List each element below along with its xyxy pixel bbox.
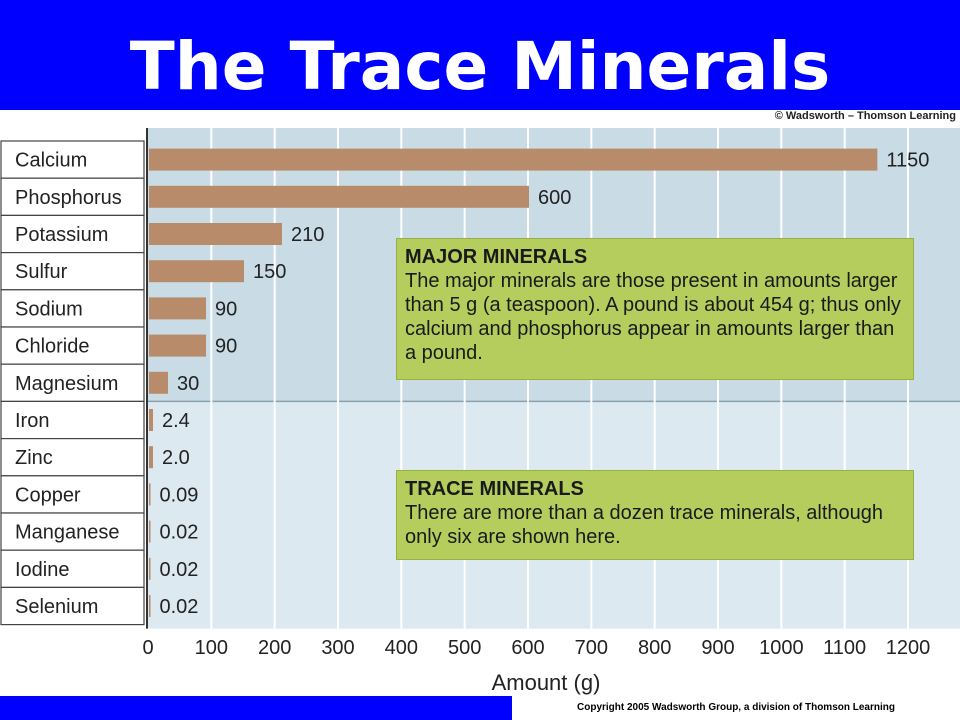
category-label: Magnesium (15, 373, 118, 395)
category-cell (0, 363, 145, 403)
major-minerals-text: The major minerals are those present in … (405, 270, 901, 364)
category-cell (0, 252, 145, 291)
bar (149, 520, 151, 543)
x-tick-label: 0 (142, 637, 153, 659)
bar (149, 446, 153, 469)
bar-value-label: 0.09 (160, 484, 199, 506)
bar (149, 185, 529, 208)
x-tick-label: 200 (258, 637, 291, 659)
title-bar (0, 0, 960, 110)
bar (149, 148, 878, 171)
bar (149, 334, 206, 357)
bar-value-label: 90 (215, 336, 237, 358)
trace-minerals-text: There are more than a dozen trace minera… (405, 502, 884, 548)
category-cell (0, 586, 145, 626)
image-credit: © Wadsworth – Thomson Learning (774, 110, 956, 122)
category-label: Selenium (15, 596, 98, 618)
bar (149, 297, 206, 320)
major-minerals-heading: MAJOR MINERALS (405, 246, 588, 268)
bar-value-label: 1150 (886, 150, 929, 172)
category-label: Copper (15, 484, 81, 506)
category-cell (0, 326, 145, 365)
page-title: The Trace Minerals (129, 28, 831, 105)
bar-value-label: 150 (253, 261, 286, 283)
category-label: Potassium (15, 224, 108, 246)
bar (149, 557, 151, 580)
category-label: Chloride (15, 336, 89, 358)
bar-value-label: 210 (291, 224, 324, 246)
category-cell (0, 549, 145, 589)
bar-value-label: 2.0 (162, 447, 190, 469)
category-label: Iodine (15, 559, 70, 581)
bar (149, 595, 151, 617)
category-label: Calcium (15, 150, 87, 172)
category-label: Sodium (15, 298, 83, 320)
x-tick-label: 900 (701, 637, 734, 659)
x-tick-label: 600 (511, 637, 544, 659)
trace-minerals-note: TRACE MINERALS There are more than a doz… (396, 470, 914, 560)
category-cell (0, 475, 145, 514)
bar (149, 223, 282, 245)
bar-value-label: 0.02 (160, 559, 199, 581)
x-tick-label: 500 (448, 637, 481, 659)
bar (149, 483, 151, 506)
x-tick-label: 800 (638, 637, 671, 659)
bar (149, 409, 153, 431)
x-tick-label: 700 (575, 637, 608, 659)
x-axis-label: Amount (g) (492, 670, 601, 695)
trace-minerals-heading: TRACE MINERALS (405, 478, 584, 500)
bar-value-label: 30 (177, 373, 199, 395)
major-minerals-note: MAJOR MINERALS The major minerals are th… (396, 238, 914, 380)
bar-value-label: 0.02 (160, 522, 199, 544)
bar (149, 371, 168, 394)
x-tick-label: 1000 (759, 637, 804, 659)
category-label: Manganese (15, 522, 120, 544)
category-cell (0, 512, 145, 551)
bar (149, 260, 244, 283)
category-cell (0, 400, 145, 440)
bar-value-label: 90 (215, 298, 237, 320)
x-tick-label: 1200 (886, 637, 931, 659)
bar-value-label: 600 (538, 187, 571, 209)
bar-value-label: 2.4 (162, 410, 190, 432)
x-tick-label: 300 (321, 637, 354, 659)
x-tick-label: 400 (385, 637, 418, 659)
category-cell (0, 140, 145, 179)
category-label: Zinc (15, 447, 53, 469)
category-label: Iron (15, 410, 49, 432)
category-table: Calcium Phosphorus Potassium Sulfur Sodium Ch… (0, 140, 145, 626)
category-cell (0, 289, 145, 328)
x-tick-label: 100 (195, 637, 228, 659)
category-cell (0, 214, 145, 254)
chart-bars (149, 148, 878, 617)
copyright-notice: Copyright 2005 Wadsworth Group, a divisi… (512, 696, 960, 720)
x-tick-label: 1100 (823, 637, 866, 659)
category-label: Sulfur (15, 261, 68, 283)
x-axis: 0 100 200 300 400 500 600 700 800 900 1000 1100 1200… (142, 128, 930, 695)
category-cell (0, 177, 145, 216)
bar-value-label: 0.02 (160, 596, 199, 618)
category-cell (0, 438, 145, 477)
category-label: Phosphorus (15, 187, 122, 209)
